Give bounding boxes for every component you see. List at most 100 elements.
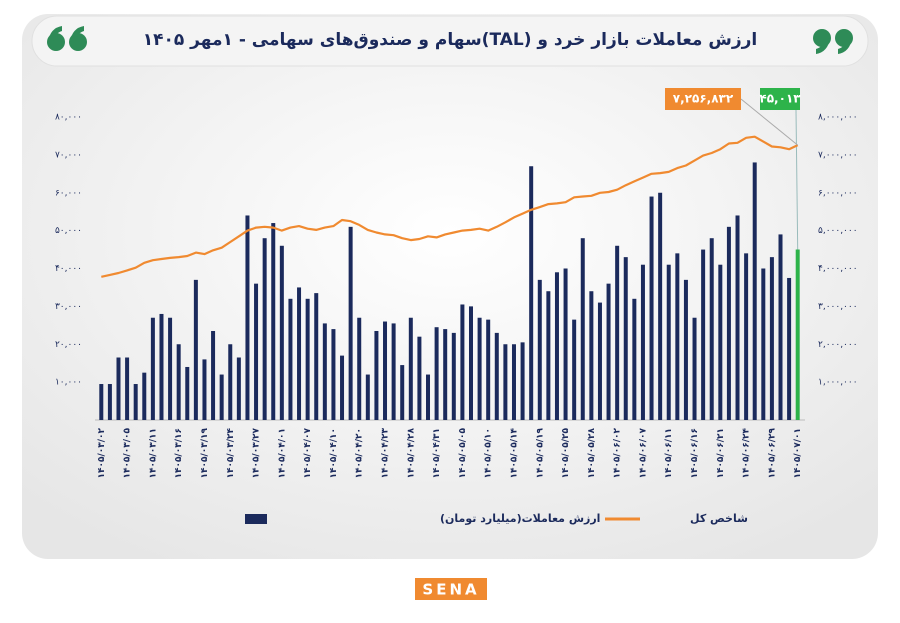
bar [451,332,456,420]
x-tick-label: ۱۴۰۵/۰۵/۰۵ [458,428,468,479]
header [31,15,869,67]
x-tick-label: ۱۴۰۵/۰۴/۲۸ [406,428,416,479]
y-tick-label: ۸۰,۰۰۰ [55,113,82,123]
bar [116,357,121,420]
x-tick-label: ۱۴۰۵/۰۶/۲۱ [716,428,726,479]
bar [176,344,181,420]
bar [752,162,757,420]
x-tick-label: ۱۴۰۵/۰۳/۰۵ [123,428,133,479]
bar [769,257,774,420]
bar [744,253,749,420]
x-tick-label: ۱۴۰۵/۰۳/۱۹ [200,428,210,479]
bar [477,317,482,420]
y-tick-label: ۱۰,۰۰۰ [55,378,82,388]
y2-tick-label: ۷,۰۰۰,۰۰۰ [818,150,858,160]
bar [365,374,370,420]
bar [718,264,723,420]
bar [709,238,714,420]
x-tick-label: ۱۴۰۵/۰۶/۲۹ [767,428,777,479]
bar [529,166,534,420]
bar [142,372,147,420]
bar [606,283,611,420]
legend-swatch [245,514,267,524]
bar [503,344,508,420]
x-tick-label: ۱۴۰۵/۰۵/۲۸ [587,428,597,479]
quote-right [813,29,853,54]
bar [391,323,396,420]
bar [107,384,112,420]
y2-tick-label: ۱,۰۰۰,۰۰۰ [818,378,858,388]
x-tick-label: ۱۴۰۵/۰۴/۳۱ [432,428,442,479]
bar [434,327,439,420]
y-tick-label: ۴۰,۰۰۰ [55,264,82,274]
bar [649,196,654,420]
bar [486,319,491,420]
bar [511,344,516,420]
bar [159,313,164,420]
bar [99,384,104,420]
bar [185,366,190,420]
bar [408,317,413,420]
x-tick-label: ۱۴۰۵/۰۴/۰۷ [303,428,313,479]
bar [563,268,568,420]
bar [417,336,422,420]
x-tick-label: ۱۴۰۵/۰۵/۱۹ [535,428,545,479]
bar [726,226,731,420]
bar [383,321,388,420]
x-tick-label: ۱۴۰۵/۰۴/۰۱ [277,428,287,479]
bar [271,223,276,420]
index-line [101,135,799,278]
bar [443,329,448,420]
bar [666,264,671,420]
bar [254,283,259,420]
x-tick-label: ۱۴۰۵/۰۶/۰۲ [613,428,623,479]
bar [658,192,663,420]
bar [494,332,499,420]
legend-label: شاخص کل [690,512,748,525]
bar [615,245,620,420]
callout-label: ۷,۲۵۶,۸۳۲ [673,92,734,106]
bar [580,238,585,420]
bar [236,357,241,420]
bar [202,359,207,420]
bar [400,365,405,420]
bar [597,302,602,420]
y2-tick-label: ۳,۰۰۰,۰۰۰ [818,302,858,312]
bar [623,257,628,420]
bar [262,238,267,420]
bar [787,277,792,420]
y-tick-label: ۷۰,۰۰۰ [55,150,82,160]
card [22,14,878,559]
bar [735,215,740,420]
x-tick-label: ۱۴۰۵/۰۷/۰۱ [793,428,803,479]
x-tick-label: ۱۴۰۵/۰۳/۲۴ [226,428,236,479]
y-tick-label: ۳۰,۰۰۰ [55,302,82,312]
bar [683,279,688,420]
x-tick-label: ۱۴۰۵/۰۳/۱۱ [148,428,158,479]
bar [640,264,645,420]
legend-label: ارزش معاملات(میلیارد تومان) [440,512,600,525]
bar [546,291,551,420]
bar [348,226,353,420]
bar [426,374,431,420]
y2-tick-label: ۶,۰۰۰,۰۰۰ [818,188,858,198]
x-tick-label: ۱۴۰۵/۰۶/۱۶ [690,428,700,479]
bar [374,330,379,420]
bar [228,344,233,420]
quote-left [47,26,87,51]
bar [701,249,706,420]
bar [572,319,577,420]
bar [168,317,173,420]
bar [331,329,336,420]
x-tick-label: ۱۴۰۵/۰۶/۱۱ [664,428,674,479]
x-tick-label: ۱۴۰۵/۰۳/۱۶ [174,428,184,479]
x-tick-label: ۱۴۰۵/۰۳/۰۲ [97,428,107,479]
bar [245,215,250,420]
x-tick-label: ۱۴۰۵/۰۳/۲۷ [252,428,262,479]
x-tick-label: ۱۴۰۵/۰۵/۲۵ [561,428,571,479]
bar [150,317,155,420]
bar [297,287,302,420]
y-tick-label: ۲۰,۰۰۰ [55,340,82,350]
callout-label: ۴۵,۰۱۳ [759,92,801,106]
